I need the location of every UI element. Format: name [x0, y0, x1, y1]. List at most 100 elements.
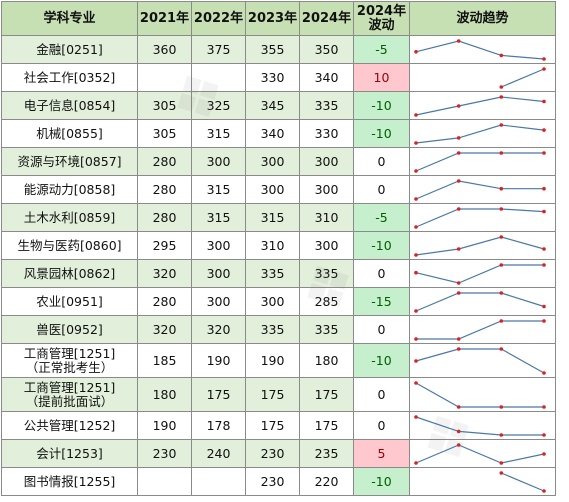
- subject-label: 农业[0951]: [36, 293, 103, 309]
- header-year-2022: 2022年: [191, 1, 246, 36]
- score-cell: 180: [137, 377, 192, 412]
- sparkline-point: [499, 346, 504, 351]
- score-cell: 280: [137, 287, 192, 316]
- sparkline-point: [542, 370, 546, 375]
- sparkline-point: [499, 206, 504, 211]
- score-cell: 345: [245, 91, 300, 120]
- sparkline-line: [501, 67, 545, 88]
- score-cell: [137, 63, 192, 92]
- change-cell: 10: [353, 63, 410, 92]
- sparkline: [414, 346, 546, 375]
- header-subject: 学科专业: [1, 1, 138, 36]
- sparkline: [414, 178, 546, 201]
- score-cell: 220: [299, 467, 354, 496]
- subject-label: 能源动力[0858]: [23, 181, 116, 197]
- score-cell: 185: [137, 343, 192, 378]
- score-cell: 310: [245, 231, 300, 260]
- subject-cell: 电子信息[0854]: [1, 91, 138, 120]
- table-row: 图书情报[1255] 230 220 -10: [1, 467, 556, 496]
- sparkline-point: [456, 346, 461, 351]
- sparkline-point: [456, 429, 461, 433]
- sparkline-point: [499, 150, 504, 155]
- subject-sublabel: （提前批面试）: [25, 393, 114, 409]
- score-cell: 295: [137, 231, 192, 260]
- score-cell: 230: [245, 439, 300, 468]
- sparkline-point: [414, 196, 418, 201]
- subject-label: 社会工作[0352]: [23, 69, 116, 85]
- score-cell: 190: [245, 343, 300, 378]
- subject-label: 公共管理[1252]: [23, 417, 116, 433]
- change-cell: -5: [353, 203, 410, 232]
- score-cell: 360: [137, 35, 192, 64]
- score-cell: 285: [299, 287, 354, 316]
- sparkline-point: [499, 234, 504, 239]
- score-cell: 310: [299, 203, 354, 232]
- score-cell: 335: [299, 315, 354, 344]
- subject-cell: 公共管理[1252]: [1, 411, 138, 440]
- trend-cell: [409, 203, 556, 232]
- subject-label: 兽医[0952]: [36, 321, 103, 337]
- sparkline-line: [415, 235, 545, 256]
- sparkline-point: [456, 290, 461, 295]
- subject-label: 工商管理[1251]: [23, 379, 116, 395]
- score-cell: 320: [137, 315, 192, 344]
- trend-cell: [409, 119, 556, 148]
- subject-label: 资源与环境[0857]: [17, 153, 122, 169]
- trend-cell: [409, 377, 556, 412]
- sparkline: [414, 414, 546, 437]
- sparkline-point: [456, 404, 461, 409]
- sparkline-line: [415, 151, 544, 172]
- sparkline-point: [542, 246, 546, 251]
- change-cell: -10: [353, 467, 410, 496]
- sparkline-point: [542, 318, 546, 323]
- score-cell: 175: [245, 411, 300, 440]
- score-cell: 230: [137, 439, 192, 468]
- sparkline-point: [542, 99, 546, 103]
- sparkline-point: [542, 432, 546, 437]
- sparkline-line: [415, 207, 545, 228]
- sparkline: [414, 262, 546, 285]
- subject-label: 图书情报[1255]: [23, 473, 116, 489]
- score-cell: 315: [245, 203, 300, 232]
- score-cell: 320: [137, 259, 192, 288]
- table-row: 电子信息[0854] 305 325 345 335 -10: [1, 91, 556, 120]
- trend-cell: [409, 343, 556, 378]
- sparkline: [414, 380, 546, 409]
- sparkline-point: [499, 186, 504, 190]
- score-cell: 300: [245, 147, 300, 176]
- score-cell: 175: [245, 377, 300, 412]
- trend-cell: [409, 411, 556, 440]
- score-cell: 300: [245, 175, 300, 204]
- sparkline-point: [499, 290, 504, 295]
- trend-cell: [409, 259, 556, 288]
- subject-cell: 工商管理[1251] （正常批考生）: [1, 343, 138, 378]
- score-cell: 230: [245, 467, 300, 496]
- trend-cell: [409, 147, 556, 176]
- sparkline-point: [414, 140, 418, 145]
- sparkline-line: [415, 347, 545, 374]
- trend-cell: [409, 175, 556, 204]
- score-cell: 340: [299, 63, 354, 92]
- sparkline: [414, 442, 546, 465]
- score-cell: [191, 63, 246, 92]
- sparkline-point: [499, 404, 504, 409]
- sparkline-line: [415, 263, 544, 284]
- sparkline: [499, 470, 546, 493]
- score-cell: 305: [137, 119, 192, 148]
- table-row: 会计[1253] 230 240 230 235 5: [1, 439, 556, 468]
- score-cell: 175: [191, 377, 246, 412]
- score-cell: 335: [245, 259, 300, 288]
- sparkline-point: [542, 209, 546, 213]
- sparkline-point: [499, 470, 504, 475]
- sparkline-line: [415, 291, 545, 312]
- table-row: 资源与环境[0857] 280 300 300 300 0: [1, 147, 556, 176]
- sparkline-line: [415, 179, 544, 200]
- score-cell: 240: [191, 439, 246, 468]
- subject-label: 工商管理[1251]: [23, 345, 116, 361]
- score-cell: 305: [137, 91, 192, 120]
- sparkline-point: [456, 103, 461, 108]
- sparkline-point: [456, 135, 461, 140]
- score-cell: 335: [299, 91, 354, 120]
- sparkline: [414, 290, 546, 313]
- sparkline-point: [414, 224, 418, 229]
